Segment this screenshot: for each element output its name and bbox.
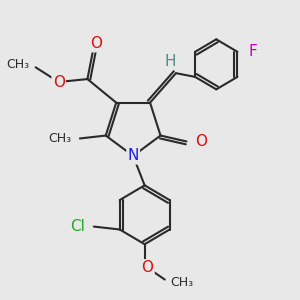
Text: O: O bbox=[142, 260, 154, 275]
Text: O: O bbox=[90, 36, 102, 51]
Text: N: N bbox=[128, 148, 139, 164]
Text: F: F bbox=[249, 44, 258, 59]
Text: H: H bbox=[164, 54, 176, 69]
Text: CH₃: CH₃ bbox=[7, 58, 30, 71]
Text: Cl: Cl bbox=[70, 219, 85, 234]
Text: CH₃: CH₃ bbox=[171, 276, 194, 289]
Text: O: O bbox=[52, 74, 64, 89]
Text: O: O bbox=[195, 134, 207, 149]
Text: CH₃: CH₃ bbox=[48, 132, 71, 145]
